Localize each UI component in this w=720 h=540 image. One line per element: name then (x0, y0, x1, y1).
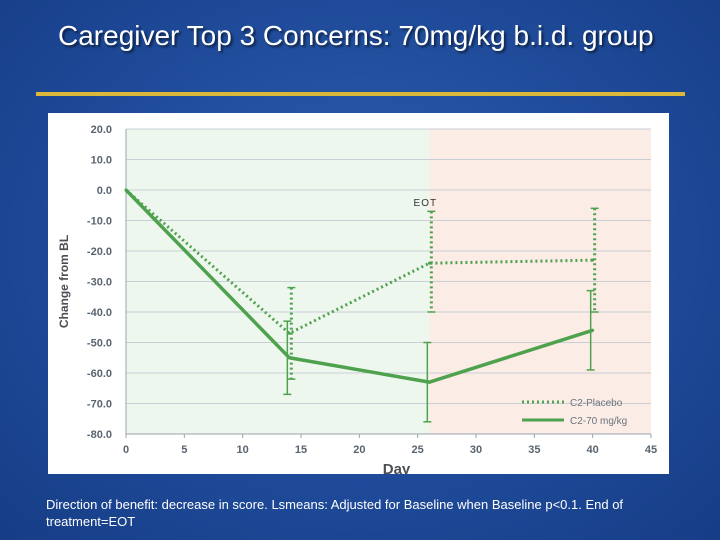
series-line-placebo (125, 188, 593, 335)
x-tick-label: 15 (295, 444, 307, 456)
legend-label: C2-70 mg/kg (570, 416, 627, 427)
y-tick-label: -60.0 (87, 368, 112, 380)
footnote: Direction of benefit: decrease in score.… (46, 497, 624, 529)
data-point (287, 331, 291, 335)
slide-title: Caregiver Top 3 Concerns: 70mg/kg b.i.d.… (58, 18, 698, 54)
y-tick-label: -40.0 (87, 307, 112, 319)
axis-labels: 20.0 10.0 0.0 -10.0 -20.0 -30.0 -40.0 -50.0 -60.… (57, 124, 657, 478)
y-tick-label: -20.0 (87, 246, 112, 258)
y-tick-label: -10.0 (87, 216, 112, 228)
slide-title-bold: Caregiver Top 3 Concerns: (58, 20, 391, 51)
axes (125, 129, 652, 438)
x-tick-label: 30 (470, 444, 482, 456)
y-tick-label: 0.0 (97, 185, 112, 197)
x-tick-label: 10 (237, 444, 249, 456)
y-tick-label: -80.0 (87, 429, 112, 441)
y-axis-title: Change from BL (57, 235, 71, 328)
y-tick-label: 10.0 (91, 155, 112, 167)
line-chart: 20.0 10.0 0.0 -10.0 -20.0 -30.0 -40.0 -50.0 -60.… (57, 124, 657, 478)
x-tick-label: 0 (123, 444, 129, 456)
x-tick-label: 45 (645, 444, 657, 456)
y-tick-label: -30.0 (87, 277, 112, 289)
x-tick-label: 25 (412, 444, 424, 456)
slide-title-rest: 70mg/kg b.i.d. group (390, 20, 654, 51)
data-point (427, 261, 431, 265)
x-tick-label: 20 (353, 444, 365, 456)
x-tick-label: 35 (528, 444, 540, 456)
legend-label: C2-Placebo (570, 398, 623, 409)
data-point (591, 328, 595, 332)
y-tick-label: -50.0 (87, 338, 112, 350)
data-point (287, 356, 291, 360)
data-point (427, 380, 431, 384)
eot-label: EOT (414, 198, 438, 209)
x-tick-label: 5 (181, 444, 187, 456)
x-axis-title: Day (383, 461, 411, 474)
series-line-treatment (124, 188, 594, 384)
data-point (591, 258, 595, 262)
x-tick-label: 40 (587, 444, 599, 456)
data-point (124, 188, 128, 192)
title-underline (36, 92, 685, 96)
y-tick-label: 20.0 (91, 124, 112, 136)
y-tick-label: -70.0 (87, 399, 112, 411)
chart-panel: 20.0 10.0 0.0 -10.0 -20.0 -30.0 -40.0 -50.0 -60.… (48, 113, 669, 478)
legend: C2-Placebo C2-70 mg/kg (522, 398, 627, 427)
series-lines (124, 188, 595, 384)
